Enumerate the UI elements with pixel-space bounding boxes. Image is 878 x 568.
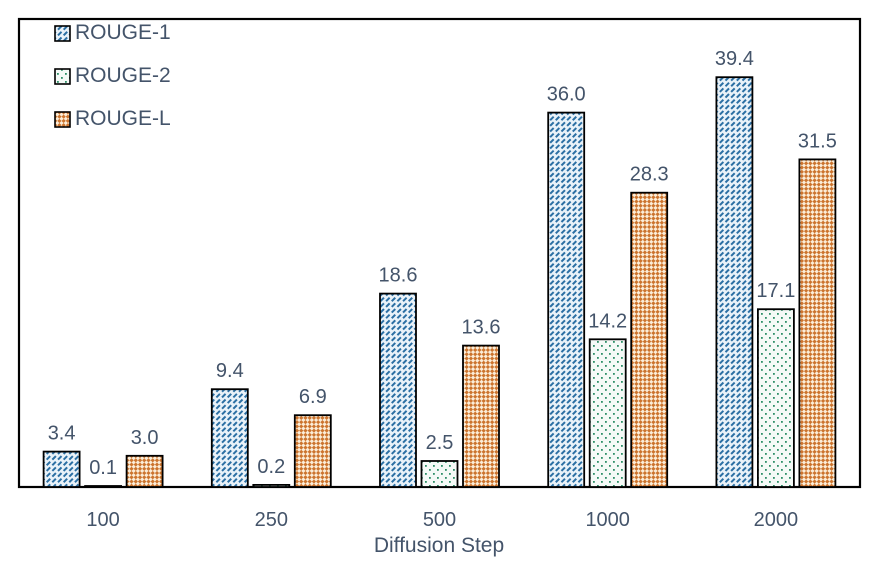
bar-rouge-l-100: [125, 454, 164, 488]
legend-label-rouge-1: ROUGE-1: [75, 21, 171, 44]
bar-rouge-2-2000: [757, 308, 795, 488]
data-labels-layer: 3.4 9.4 18.6 36.0 39.4 0.1 0.2 2.5 14.2 17.1 3.0 6.…: [48, 48, 837, 479]
bar-rouge-1-1000: [547, 111, 586, 488]
data-label-rouge-l-100: 3.0: [131, 427, 159, 449]
x-axis-tick-labels: 100 250 500 1000 2000: [86, 509, 798, 531]
data-label-rouge-2-100: 0.1: [89, 457, 117, 479]
data-label-rouge-1-250: 9.4: [216, 360, 244, 382]
bar-rouge-l-250: [293, 414, 332, 488]
data-label-rouge-2-500: 2.5: [426, 432, 454, 454]
bar-rouge-2-250: [252, 483, 291, 488]
x-tick-label-500: 500: [423, 509, 456, 531]
data-label-rouge-l-2000: 31.5: [798, 130, 837, 152]
data-label-rouge-l-1000: 28.3: [630, 164, 669, 186]
bars-layer: [42, 76, 837, 488]
legend-label-rouge-2: ROUGE-2: [75, 64, 171, 87]
bar-rouge-1-2000: [715, 76, 754, 488]
x-tick-label-100: 100: [86, 509, 119, 531]
legend-label-rouge-l: ROUGE-L: [75, 107, 171, 130]
data-label-rouge-l-500: 13.6: [462, 317, 501, 339]
legend: ROUGE-1 ROUGE-2 ROUGE-L: [54, 21, 171, 130]
legend-swatch-rouge-2: [54, 68, 71, 85]
data-label-rouge-2-1000: 14.2: [588, 310, 627, 332]
data-label-rouge-1-500: 18.6: [379, 265, 418, 287]
bar-rouge-l-2000: [798, 158, 837, 488]
data-label-rouge-1-100: 3.4: [48, 423, 76, 445]
bar-rouge-1-100: [42, 450, 81, 488]
data-label-rouge-2-250: 0.2: [257, 456, 285, 478]
x-axis-title: Diffusion Step: [374, 534, 504, 557]
x-tick-label-1000: 1000: [585, 509, 630, 531]
bar-rouge-1-500: [379, 292, 417, 488]
data-label-rouge-l-250: 6.9: [299, 386, 327, 408]
legend-swatch-rouge-l: [54, 111, 71, 128]
data-label-rouge-2-2000: 17.1: [756, 280, 795, 302]
bar-rouge-2-500: [420, 460, 459, 488]
x-tick-label-250: 250: [255, 509, 288, 531]
data-label-rouge-1-2000: 39.4: [715, 48, 754, 70]
data-label-rouge-1-1000: 36.0: [547, 84, 586, 106]
legend-swatch-rouge-1: [54, 25, 71, 42]
bar-rouge-2-100: [84, 485, 122, 488]
bar-rouge-2-1000: [588, 338, 627, 488]
x-tick-label-2000: 2000: [754, 509, 799, 531]
bar-rouge-l-1000: [630, 191, 669, 488]
bar-rouge-1-250: [210, 388, 249, 488]
bar-rouge-l-500: [462, 344, 500, 488]
